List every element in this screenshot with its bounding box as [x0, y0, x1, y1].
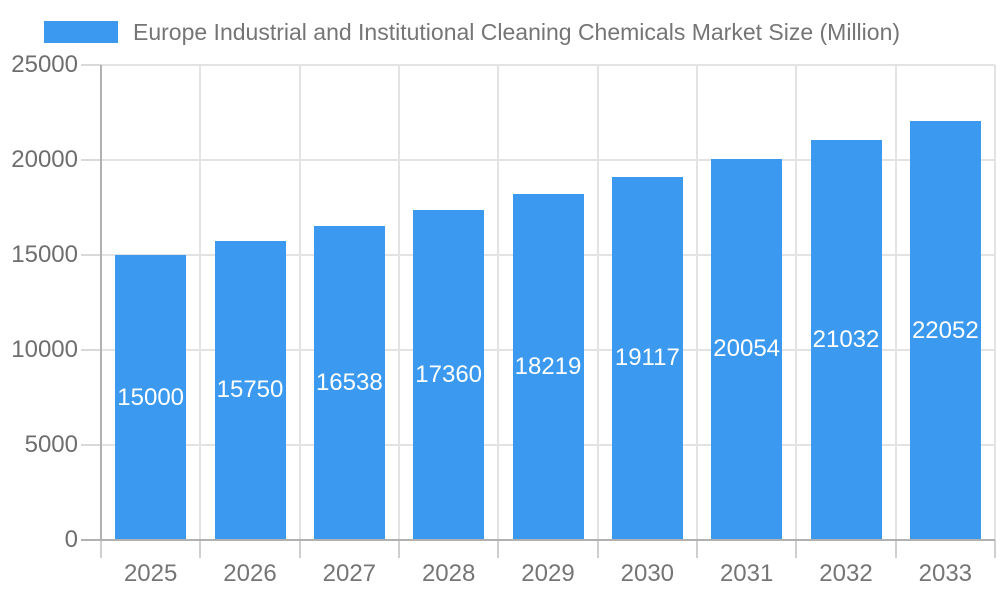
x-axis-tick — [894, 540, 897, 558]
gridline-vertical — [696, 65, 698, 540]
x-axis-tick — [298, 540, 301, 558]
bar-value-label: 22052 — [911, 316, 979, 344]
bar-2029[interactable] — [512, 193, 584, 539]
x-axis-tick — [994, 540, 996, 558]
gridline-vertical — [398, 65, 400, 540]
y-axis-tick-label: 0 — [64, 526, 78, 553]
bar-value-label: 16538 — [315, 368, 383, 396]
bar-value-label: 18219 — [514, 352, 582, 380]
x-axis-tick — [100, 540, 102, 558]
y-axis-tick-label: 25000 — [11, 51, 78, 78]
x-axis-tick-label: 2027 — [322, 560, 377, 587]
y-axis-tick — [81, 349, 101, 351]
y-axis-tick — [81, 159, 101, 161]
bar-value-label: 15750 — [216, 376, 284, 404]
bar-value-label: 20054 — [713, 335, 781, 363]
y-axis-tick-label: 15000 — [11, 241, 78, 268]
y-axis-tick — [81, 444, 101, 446]
legend-swatch-icon — [44, 21, 118, 43]
bar-2026[interactable] — [214, 240, 286, 539]
y-axis-tick — [81, 64, 101, 66]
y-axis-tick — [81, 254, 101, 256]
x-axis-tick — [696, 540, 698, 558]
bar-2027[interactable] — [313, 225, 385, 539]
x-axis-tick-label: 2025 — [123, 560, 178, 587]
x-axis-tick-label: 2028 — [421, 560, 476, 587]
x-axis-tick-label: 2032 — [819, 560, 873, 587]
x-axis-tick — [795, 540, 798, 558]
bar-value-label: 17360 — [415, 361, 483, 389]
x-axis-tick — [398, 540, 400, 558]
gridline-horizontal — [101, 64, 995, 66]
x-axis-tick-label: 2030 — [620, 560, 675, 587]
x-axis-tick — [497, 540, 500, 558]
bar-2031[interactable] — [711, 158, 783, 539]
x-axis-line — [81, 539, 995, 541]
gridline-horizontal — [101, 159, 995, 161]
y-axis-tick-label: 20000 — [11, 146, 78, 173]
gridline-vertical — [994, 65, 996, 540]
x-axis-tick-label: 2029 — [521, 560, 575, 587]
x-axis-tick-label: 2033 — [918, 560, 973, 587]
bar-2033[interactable] — [909, 121, 981, 539]
y-axis-tick-label: 10000 — [11, 336, 78, 363]
y-axis-tick-label: 5000 — [24, 431, 78, 458]
y-axis-line — [100, 65, 102, 540]
gridline-vertical — [199, 65, 202, 540]
legend-item[interactable]: Europe Industrial and Institutional Clea… — [44, 18, 900, 46]
gridline-vertical — [795, 65, 798, 540]
bar-value-label: 15000 — [117, 383, 185, 411]
bar-2025[interactable] — [115, 255, 187, 539]
gridline-vertical — [894, 65, 897, 540]
bar-2032[interactable] — [810, 140, 882, 539]
gridline-vertical — [298, 65, 301, 540]
bar-2030[interactable] — [611, 176, 683, 539]
x-axis-tick — [199, 540, 202, 558]
gridline-vertical — [596, 65, 599, 540]
bar-value-label: 21032 — [812, 326, 880, 354]
gridline-vertical — [497, 65, 500, 540]
x-axis-tick-label: 2031 — [719, 560, 774, 587]
legend-label: Europe Industrial and Institutional Clea… — [133, 19, 901, 45]
x-axis-tick — [596, 540, 599, 558]
bar-2028[interactable] — [413, 210, 485, 539]
bar-value-label: 19117 — [614, 344, 680, 372]
x-axis-tick-label: 2026 — [223, 560, 277, 587]
